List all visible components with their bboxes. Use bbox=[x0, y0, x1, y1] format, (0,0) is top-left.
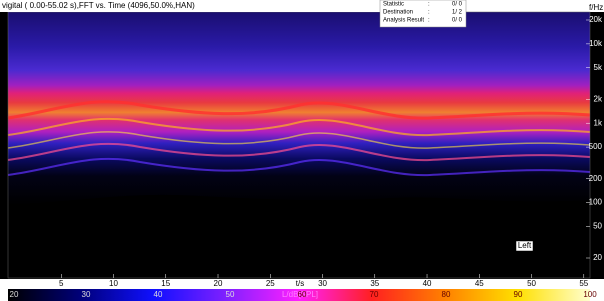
y-axis-unit: f/Hz bbox=[589, 3, 603, 12]
x-tick-label: 5 bbox=[59, 279, 64, 288]
colorbar-tick-label: 40 bbox=[154, 290, 163, 299]
x-tick-label: 55 bbox=[579, 279, 588, 288]
x-tick-label: 25 bbox=[266, 279, 275, 288]
colorbar-tick-label: 60 bbox=[298, 290, 307, 299]
spectrogram-image bbox=[8, 12, 590, 278]
x-tick-label: 35 bbox=[370, 279, 379, 288]
colorbar-tick-label: 50 bbox=[226, 290, 235, 299]
x-axis-unit: t/s bbox=[296, 279, 304, 288]
x-tick-label: 10 bbox=[109, 279, 118, 288]
x-tick-label: 45 bbox=[475, 279, 484, 288]
stat-value: 0/ 0 bbox=[452, 18, 463, 24]
x-tick-label: 40 bbox=[423, 279, 432, 288]
colorbar-tick-label: 80 bbox=[442, 290, 451, 299]
stat-label: Statistic bbox=[383, 2, 404, 8]
x-tick-label: 15 bbox=[161, 279, 170, 288]
colorbar-tick-label: 70 bbox=[370, 290, 379, 299]
y-tick-label: 1k bbox=[594, 118, 603, 127]
window-title: vigital ( 0.00-55.02 s),FFT vs. Time (40… bbox=[2, 1, 195, 10]
x-tick-label: 20 bbox=[214, 279, 223, 288]
x-tick-label: 50 bbox=[527, 279, 536, 288]
stat-label: Analysis Result bbox=[383, 18, 424, 24]
colorbar-tick-label: 90 bbox=[514, 290, 523, 299]
stat-value: 1/ 2 bbox=[452, 10, 463, 16]
colorbar-tick-label: 20 bbox=[10, 290, 19, 299]
y-tick-label: 20k bbox=[589, 15, 603, 24]
y-tick-label: 200 bbox=[589, 174, 603, 183]
y-tick-label: 100 bbox=[589, 198, 603, 207]
x-tick-label: 30 bbox=[318, 279, 327, 288]
y-tick-label: 5k bbox=[594, 63, 603, 72]
stat-label: Destination bbox=[383, 10, 413, 16]
y-tick-label: 50 bbox=[593, 222, 602, 231]
y-tick-label: 10k bbox=[589, 39, 603, 48]
colorbar-tick-label: 100 bbox=[583, 290, 597, 299]
stat-value: 0/ 0 bbox=[452, 2, 463, 8]
channel-label: Left bbox=[518, 241, 532, 250]
y-tick-label: 20 bbox=[593, 253, 602, 262]
y-tick-label: 500 bbox=[589, 142, 603, 151]
colorbar-tick-label: 30 bbox=[82, 290, 91, 299]
y-tick-label: 2k bbox=[594, 94, 603, 103]
spectrogram-window: vigital ( 0.00-55.02 s),FFT vs. Time (40… bbox=[0, 0, 604, 301]
